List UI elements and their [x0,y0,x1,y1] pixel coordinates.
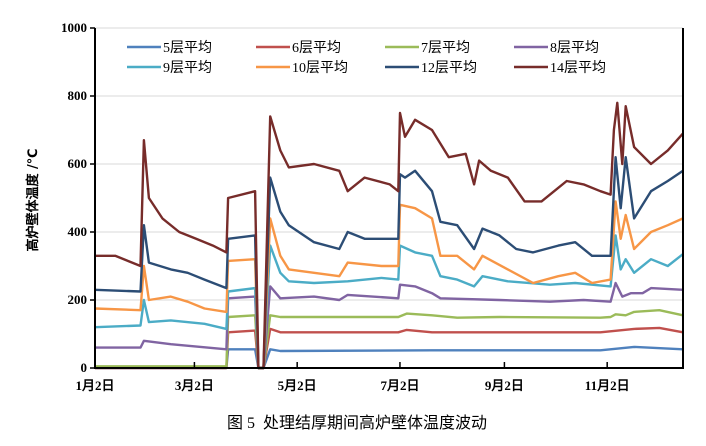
figure-caption: 图 5 处理结厚期间高炉壁体温度波动 [227,413,487,432]
axis-frame [94,28,684,369]
legend: 5层平均 6层平均 7层平均 8层平均 9层平均 10层平均 12层平均 14层平均 [127,40,606,76]
legend-label: 6层平均 [292,40,341,56]
series-line-14层平均 [95,101,684,370]
y-tick-label: 1000 [61,20,87,35]
legend-label: 14层平均 [550,60,606,76]
series-line-6层平均 [95,326,684,370]
series-line-12层平均 [94,155,684,370]
axes [90,27,684,369]
legend-label: 5层平均 [163,40,212,56]
x-tick-label: 9月2日 [485,378,524,393]
x-tick-label: 5月2日 [278,378,317,393]
series-line-8层平均 [95,281,684,370]
x-tick-label: 1月2日 [75,378,114,393]
x-tick-label: 7月2日 [380,378,419,393]
series-line-5层平均 [95,345,684,370]
legend-label: 8层平均 [550,40,599,56]
y-axis-label: 高炉壁体温度 /℃ [25,148,41,251]
x-tick-label: 3月2日 [175,378,214,393]
y-tick-label: 0 [81,360,88,375]
y-tick-label: 400 [68,224,88,239]
x-tick-label: 11月2日 [585,378,630,393]
series-lines [94,101,684,370]
legend-label: 9层平均 [163,60,212,76]
y-tick-label: 200 [68,292,88,307]
y-tick-label: 600 [68,156,88,171]
series-line-7层平均 [95,309,684,370]
legend-label: 12层平均 [421,60,477,76]
y-tick-label: 800 [68,88,88,103]
tick-labels: 0 200 400 600 800 1000 1月2日 3月2日 5月2日 7月2日 9月2日 11月… [61,20,630,393]
legend-label: 10层平均 [292,60,348,76]
legend-label: 7层平均 [421,40,470,56]
